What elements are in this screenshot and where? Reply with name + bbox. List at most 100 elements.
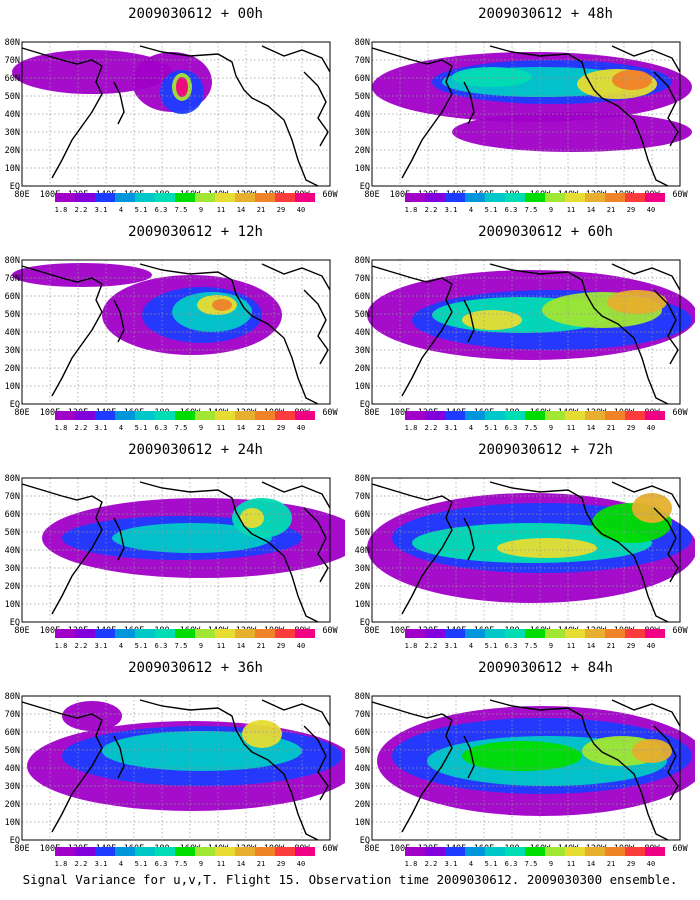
colorbar-swatch (405, 193, 425, 202)
lat-tick-label: 60N (355, 74, 370, 84)
colorbar-label: 2.2 (75, 860, 88, 868)
colorbar-swatch (485, 629, 505, 638)
colorbar-label: 40 (297, 642, 305, 650)
lat-tick-label: 70N (355, 56, 370, 66)
lat-tick-label: 50N (5, 746, 20, 756)
lat-tick-label: 60N (355, 728, 370, 738)
lat-tick-label: 50N (355, 310, 370, 320)
colorbar-swatch (135, 629, 155, 638)
colorbar-label: 7.5 (525, 642, 538, 650)
colorbar-label: 21 (607, 424, 615, 432)
colorbar-swatch (235, 629, 255, 638)
lat-tick-label: EQ (360, 182, 370, 192)
colorbar-label: 1.8 (55, 642, 68, 650)
lat-tick-label: 70N (355, 274, 370, 284)
colorbar-swatch (215, 847, 235, 856)
lat-tick-label: 10N (355, 164, 370, 174)
colorbar-swatch (135, 411, 155, 420)
colorbar-swatch (115, 629, 135, 638)
colorbar-swatch (445, 193, 465, 202)
colorbar-swatch (485, 193, 505, 202)
lon-tick-label: 100E (390, 844, 410, 854)
colorbar-swatch (95, 411, 115, 420)
colorbar-label: 40 (297, 860, 305, 868)
colorbar-swatch (605, 629, 625, 638)
colorbar-swatch (445, 629, 465, 638)
lon-tick-label: 60W (322, 190, 338, 200)
colorbar-swatch (465, 629, 485, 638)
colorbar-label: 40 (297, 206, 305, 214)
colorbar-swatch (605, 193, 625, 202)
colorbar-swatch (485, 411, 505, 420)
colorbar-label: 3.1 (445, 642, 458, 650)
lon-tick-label: 100E (390, 626, 410, 636)
colorbar-swatch (505, 847, 525, 856)
colorbar-label: 5.1 (135, 860, 148, 868)
colorbar-label: 9 (549, 206, 553, 214)
colorbar-swatch (625, 193, 645, 202)
colorbar-swatch (215, 629, 235, 638)
colorbar-label: 9 (549, 860, 553, 868)
colorbar-label: 29 (627, 424, 635, 432)
variance-map: 80N70N60N50N40N30N20N10NEQ80E100E120E140… (5, 256, 339, 418)
lat-tick-label: 50N (355, 528, 370, 538)
lat-tick-label: 20N (5, 146, 20, 156)
colorbar-swatch (505, 193, 525, 202)
colorbar-label: 21 (257, 206, 265, 214)
lat-tick-label: 80N (5, 692, 20, 702)
colorbar-swatch (295, 411, 315, 420)
colorbar-swatch (255, 629, 275, 638)
colorbar-label: 11 (567, 424, 575, 432)
lat-tick-label: 80N (5, 38, 20, 48)
colorbar-label: 4 (469, 206, 473, 214)
lon-tick-label: 60W (322, 408, 338, 418)
colorbar-label: 2.2 (425, 424, 438, 432)
colorbar-swatch (275, 193, 295, 202)
colorbar-swatch (195, 193, 215, 202)
colorbar-label: 29 (277, 642, 285, 650)
lat-tick-label: 30N (5, 128, 20, 138)
lat-tick-label: 40N (355, 546, 370, 556)
lat-tick-label: 80N (355, 256, 370, 266)
colorbar-label: 7.5 (175, 642, 188, 650)
colorbar-label: 14 (237, 424, 245, 432)
variance-map: 80N70N60N50N40N30N20N10NEQ80E100E120E140… (5, 692, 345, 854)
lat-tick-label: 30N (355, 346, 370, 356)
colorbar-swatch (295, 847, 315, 856)
lat-tick-label: 80N (5, 474, 20, 484)
colorbar-swatch (115, 847, 135, 856)
colorbar-swatch (565, 847, 585, 856)
lat-tick-label: 30N (355, 128, 370, 138)
lon-tick-label: 80E (364, 190, 379, 200)
variance-map: 80N70N60N50N40N30N20N10NEQ80E100E120E140… (355, 474, 695, 636)
colorbar-swatch (275, 629, 295, 638)
colorbar-swatch (445, 847, 465, 856)
map-panel-00h: 2009030612 + 00h 80N 70N 60N 50N 40N 30N 20N 10… (0, 0, 345, 220)
colorbar-label: 9 (199, 206, 203, 214)
colorbar-label: 14 (237, 642, 245, 650)
colorbar-label: 3.1 (95, 424, 108, 432)
lat-tick-label: 20N (355, 364, 370, 374)
lon-tick-label: 60W (672, 408, 688, 418)
colorbar-label: 1.8 (405, 206, 418, 214)
colorbar-swatch (565, 629, 585, 638)
colorbar-label: 14 (587, 642, 595, 650)
colorbar-swatch (215, 411, 235, 420)
lat-tick-label: 30N (355, 782, 370, 792)
colorbar-swatch (425, 629, 445, 638)
lat-tick-label: 40N (5, 764, 20, 774)
colorbar-label: 11 (217, 642, 225, 650)
lon-tick-label: 60W (322, 844, 338, 854)
lat-tick-label: 60N (5, 74, 20, 84)
colorbar-label: 6.3 (505, 206, 518, 214)
colorbar-swatch (295, 629, 315, 638)
colorbar-label: 7.5 (175, 860, 188, 868)
lat-tick-label: 30N (5, 564, 20, 574)
lat-tick-label: 50N (5, 92, 20, 102)
colorbar-label: 5.1 (485, 860, 498, 868)
colorbar-label: 29 (277, 206, 285, 214)
colorbar-swatch (115, 193, 135, 202)
lat-tick-label: 10N (5, 164, 20, 174)
lon-tick-label: 100E (40, 626, 60, 636)
colorbar-swatch (585, 193, 605, 202)
